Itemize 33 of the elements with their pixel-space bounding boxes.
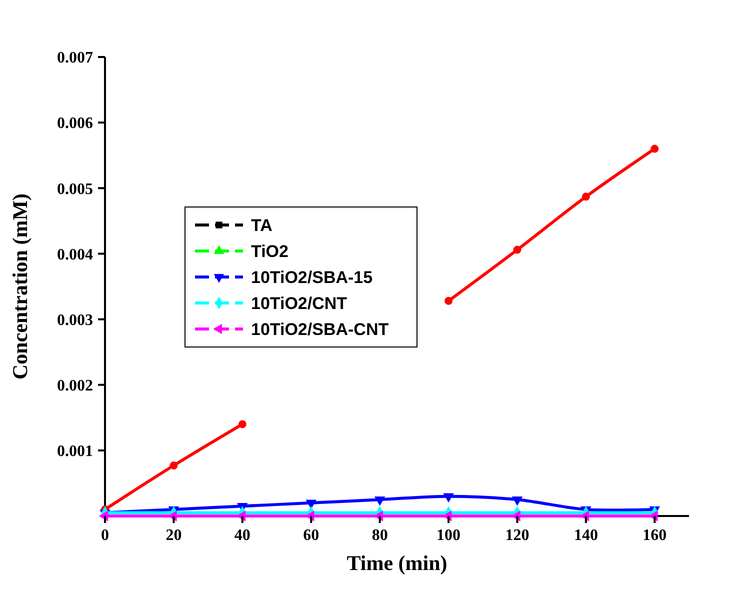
x-tick-label: 0 — [101, 527, 109, 544]
x-tick-label: 80 — [372, 527, 388, 544]
x-tick-label: 20 — [166, 527, 182, 544]
point — [443, 493, 454, 503]
point — [170, 462, 178, 470]
y-tick-label: 0.007 — [57, 50, 93, 67]
y-tick-label: 0.002 — [57, 377, 93, 394]
x-tick-label: 40 — [234, 527, 250, 544]
y-tick-label: 0.005 — [57, 180, 93, 198]
point — [238, 420, 246, 428]
point — [374, 496, 386, 506]
x-axis-title: Time (min) — [346, 551, 448, 575]
point — [650, 144, 659, 153]
y-tick-label: 0.006 — [57, 115, 93, 132]
legend-label: 10TiO2/CNT — [251, 294, 348, 313]
legend-label: 10TiO2/SBA-CNT — [251, 320, 390, 339]
x-tick-label: 60 — [303, 527, 320, 544]
y-axis-title: Concentration (mM) — [8, 193, 32, 380]
x-tick-label: 120 — [505, 527, 530, 544]
y-tick-label: 0.004 — [57, 246, 93, 264]
x-tick-label: 160 — [642, 527, 667, 544]
point — [306, 500, 316, 510]
legend-label: TA — [251, 216, 272, 235]
point — [513, 246, 522, 254]
point — [582, 192, 590, 201]
legend-label: 10TiO2/SBA-15 — [251, 268, 373, 287]
y-tick-label: 0.003 — [57, 312, 93, 329]
x-tick-label: 100 — [436, 527, 461, 544]
legend-label: TiO2 — [251, 242, 288, 261]
point — [512, 496, 523, 506]
point — [444, 296, 453, 305]
x-tick-label: 140 — [574, 527, 598, 544]
y-tick-label: 0.001 — [57, 443, 93, 460]
